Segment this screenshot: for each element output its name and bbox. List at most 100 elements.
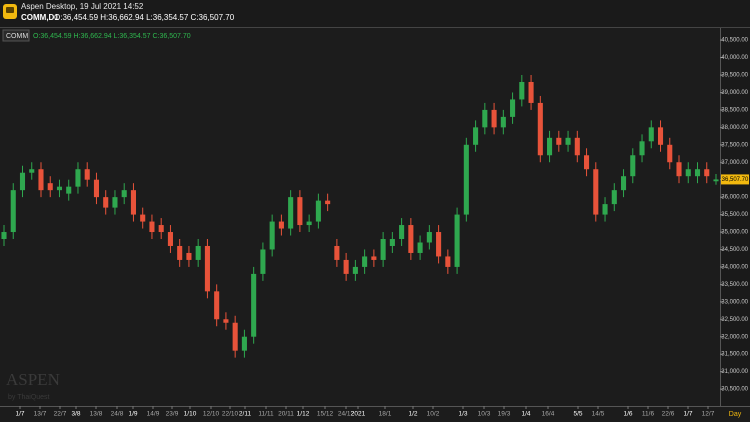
y-tick-label: 30,500.00 (721, 387, 748, 393)
symbol-tag-label: COMM (6, 33, 28, 40)
candle-body (47, 183, 53, 191)
x-tick-label: 20/11 (278, 411, 294, 418)
candle-body (325, 200, 331, 205)
candle-body (10, 190, 16, 233)
candle-body (436, 232, 442, 257)
candle-body (630, 155, 636, 177)
candle-body (676, 162, 682, 177)
x-tick-label: 24/8 (111, 411, 124, 418)
x-tick-label: 1/9 (128, 411, 137, 418)
candle-body (93, 179, 100, 198)
candle-body (510, 99, 516, 117)
candle-body (491, 109, 497, 128)
candle-body (251, 273, 257, 337)
watermark-brand: ASPEN (6, 370, 60, 389)
candle-body (315, 200, 321, 222)
candle-body (528, 81, 534, 103)
x-tick-label: 18/1 (379, 411, 392, 418)
last-price-label: 36,507.70 (722, 177, 749, 183)
y-tick-label: 40,500.00 (721, 38, 748, 44)
candle-body (195, 245, 201, 260)
y-tick-label: 35,500.00 (721, 212, 748, 218)
candle-body (565, 137, 571, 145)
candle-body (130, 190, 136, 215)
candle-body (56, 186, 63, 191)
x-tick-label: 11/11 (258, 411, 274, 418)
candle-body (103, 197, 109, 208)
y-tick-label: 37,000.00 (721, 160, 748, 166)
last-price-box (721, 174, 749, 185)
y-tick-label: 34,500.00 (721, 247, 748, 253)
x-tick-label: 1/4 (521, 411, 530, 418)
y-tick-label: 32,000.00 (721, 334, 748, 340)
candle-body (685, 169, 691, 177)
x-tick-label: 10/3 (478, 411, 491, 418)
y-tick-label: 36,000.00 (721, 195, 748, 201)
symbol: COMM,D1 (21, 13, 59, 22)
app-icon-glyph (6, 7, 14, 13)
candle-body (306, 221, 312, 226)
candle-body (334, 245, 340, 260)
candle-body (167, 232, 173, 246)
candle-body (149, 221, 155, 233)
candle-body (158, 225, 164, 233)
candle-body (463, 144, 469, 215)
candle-body (177, 245, 183, 260)
candle-body (1, 232, 7, 240)
y-tick-label: 37,500.00 (721, 142, 748, 148)
watermark-by: by ThaiQuest (8, 394, 50, 401)
candle-body (380, 239, 386, 260)
period-label[interactable]: Day (729, 411, 742, 418)
candle-body (29, 169, 35, 173)
candle-body (611, 190, 617, 205)
candle-body (602, 204, 608, 215)
x-tick-label: 1/3 (458, 411, 467, 418)
candle-body (547, 137, 553, 156)
candle-body (500, 116, 506, 128)
candle-body (112, 197, 118, 208)
candle-body (66, 186, 72, 194)
symbol-tag[interactable] (2, 29, 30, 42)
candle-body (574, 137, 580, 156)
candle-body (537, 102, 543, 156)
candle-body (556, 137, 562, 145)
x-tick-label: 2/11 (239, 411, 252, 418)
candle-body (343, 259, 349, 274)
candle-body (445, 256, 451, 267)
candle-body (241, 336, 247, 351)
candle-body (519, 81, 525, 100)
candle-body (84, 169, 90, 180)
y-tick-label: 38,000.00 (721, 125, 748, 131)
candle-body (38, 169, 44, 191)
x-tick-label: 5/5 (573, 411, 582, 418)
candle-body (417, 242, 423, 253)
x-tick-label: 22/7 (54, 411, 67, 418)
x-tick-label: 13/7 (34, 411, 47, 418)
candle-body (584, 155, 590, 170)
candle-body (352, 266, 358, 274)
x-tick-label: 23/9 (166, 411, 179, 418)
x-tick-label: 12/10 (203, 411, 220, 418)
candle-body (454, 214, 460, 267)
candle-body (269, 221, 275, 250)
y-tick-label: 31,500.00 (721, 352, 748, 358)
x-tick-label: 15/12 (317, 411, 334, 418)
candle-body (426, 232, 432, 243)
x-tick-label: 1/7 (15, 411, 24, 418)
candle-body (121, 190, 127, 198)
candle-body (288, 197, 294, 229)
candle-body (593, 169, 599, 215)
candle-body (19, 172, 26, 191)
candle-body (620, 176, 627, 191)
candle-body (639, 141, 645, 156)
window-title: Aspen Desktop, 19 Jul 2021 14:52 (21, 2, 144, 11)
price-axis (720, 28, 750, 406)
y-tick-label: 32,500.00 (721, 317, 748, 323)
candle-body (75, 169, 81, 187)
candle-body (657, 127, 664, 145)
candle-body (648, 127, 654, 142)
x-tick-label: 13/8 (90, 411, 103, 418)
y-tick-label: 33,500.00 (721, 282, 748, 288)
x-tick-label: 10/2 (427, 411, 440, 418)
y-tick-label: 40,000.00 (721, 55, 748, 61)
